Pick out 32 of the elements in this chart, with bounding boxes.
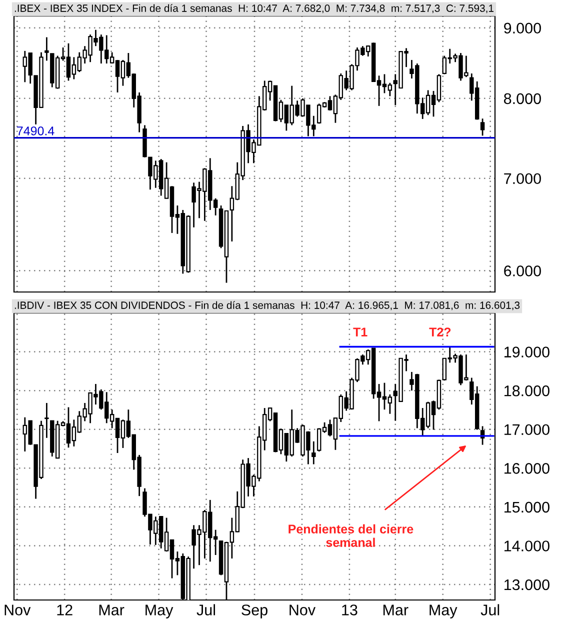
x-tick-label: Mar [383,604,408,616]
candlestick [480,118,485,136]
x-tick-label: 12 [57,604,72,616]
x-tick-label: 13 [342,604,358,616]
x-tick-label: Nov [4,604,31,616]
y-tick-label: 18.000 [504,385,550,396]
y-tick-label: 7.000 [504,173,541,184]
y-tick-label: 8.000 [504,93,541,104]
y-tick-label: 17.000 [504,424,550,436]
candlestick [44,402,49,439]
annotation: T1 [353,328,368,336]
x-tick-label: Sep [242,604,268,618]
ref-line-label: 7490.4 [17,126,54,136]
y-tick-label: 14.000 [504,540,550,552]
y-tick-label: 15.000 [504,502,550,513]
x-tick-label: Mar [99,604,124,616]
y-tick-label: 6.000 [504,266,541,276]
annotation: Pendientes del cierre semanal [288,524,414,547]
x-tick-label: Jul [196,604,215,616]
candlestick [312,440,316,465]
x-tick-label: Nov [290,604,316,616]
y-tick-label: 16.000 [504,463,550,474]
annotation: T2? [429,328,451,336]
x-tick-label: Jul [480,604,500,616]
chart-title: .IBEX - IBEX 35 INDEX - Fin de día 1 semanas H: 10:47 A: 7.682,0 M: 7.734,8 m: 7.517,3 C: 7.593,1 [14,4,494,14]
chart-title: .IBDIV - IBEX 35 CON DIVIDENDOS - Fin de día 1 semanas H: 10:47 A: 16.965,1 M: 17.081,6 m: 16.601,3 [14,301,520,310]
x-tick-label: May [146,604,174,618]
candlestick [44,36,49,62]
x-tick-label: May [430,604,458,618]
y-tick-label: 9.000 [504,22,541,34]
y-tick-label: 19.000 [504,346,550,358]
y-tick-label: 13.000 [504,579,550,590]
